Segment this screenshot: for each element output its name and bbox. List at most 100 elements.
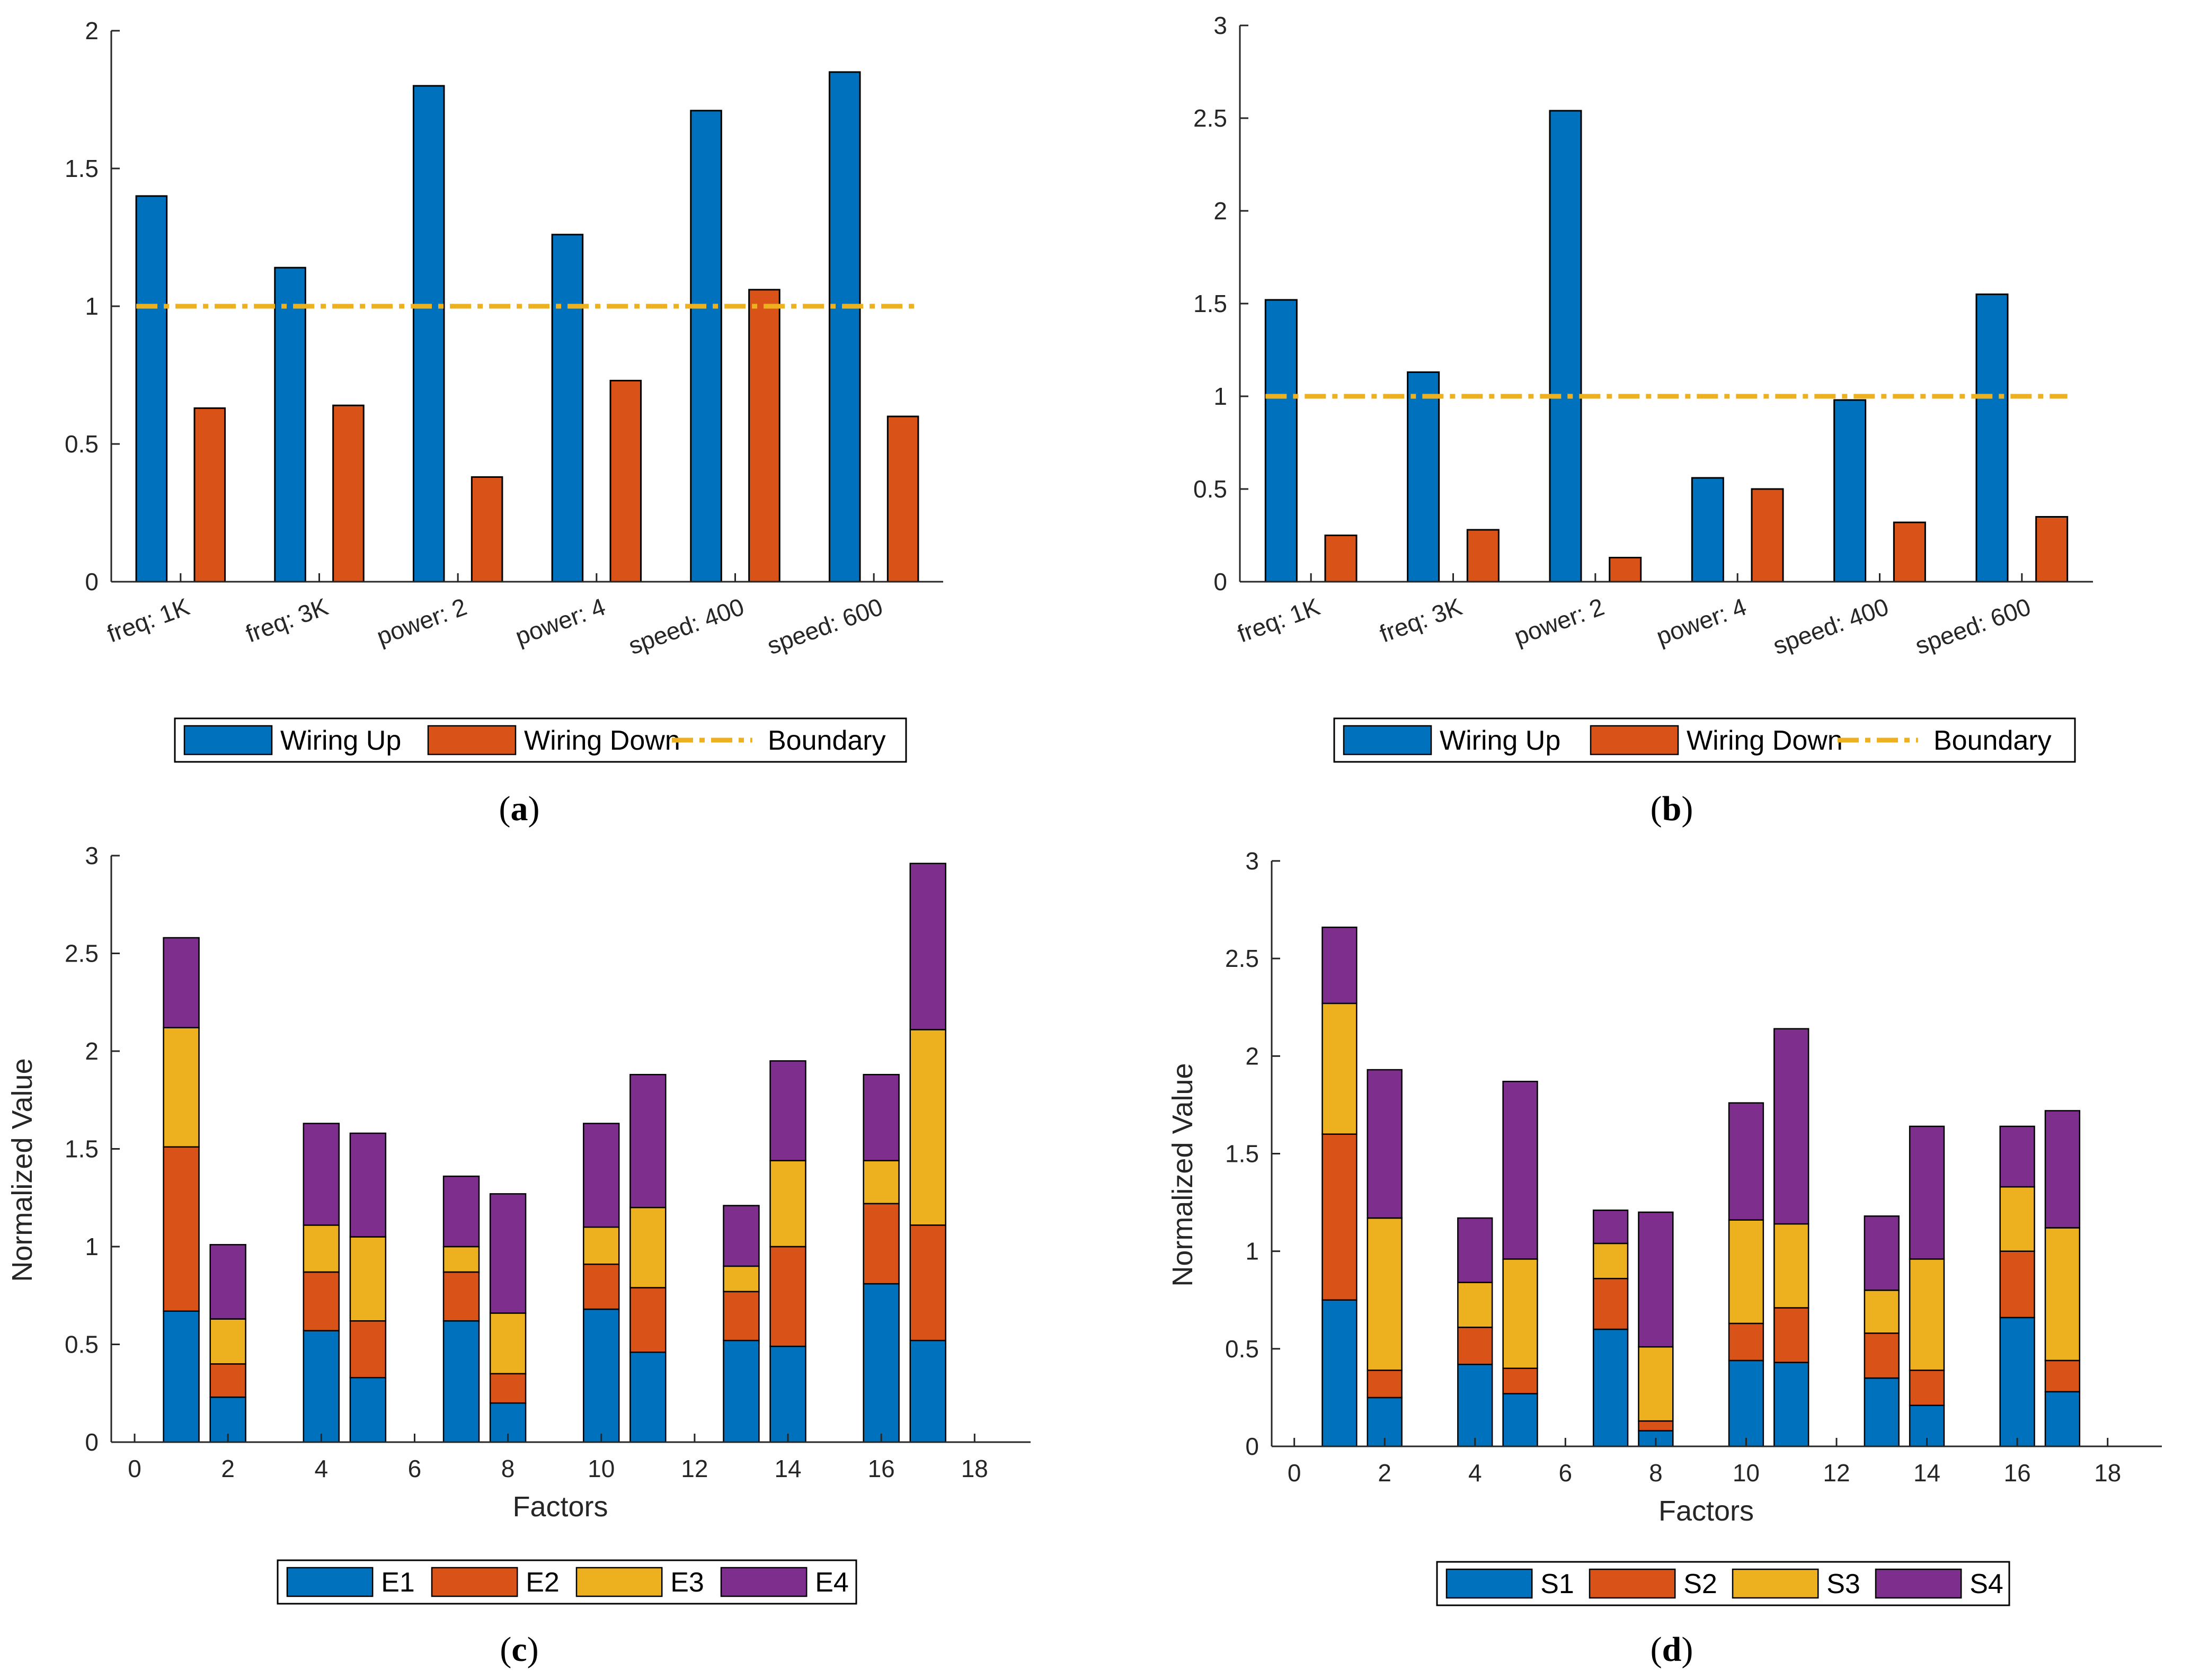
bar-segment-e1-16 — [863, 1283, 900, 1443]
y-axis-title: Normalized Value — [1167, 1063, 1199, 1286]
x-tick-label: freq: 3K — [1376, 592, 1466, 647]
bar-segment-e1-5 — [349, 1376, 387, 1443]
y-tick-label: 1 — [85, 1233, 99, 1260]
x-tick-label: power: 4 — [1653, 593, 1750, 651]
y-tick-label: 1.5 — [1225, 1140, 1259, 1168]
bar-segment-s4-13 — [1864, 1215, 1900, 1291]
bar-segment-e2-17 — [909, 1224, 946, 1341]
legend-swatch-e4 — [720, 1567, 808, 1597]
x-tick-label: speed: 600 — [764, 593, 886, 660]
bar-segment-s1-17 — [2044, 1391, 2081, 1447]
bar-segment-s3-14 — [1909, 1258, 1945, 1371]
caption-paren: ( — [500, 1630, 511, 1669]
legend: Wiring Up Wiring Down Boundary — [174, 717, 907, 763]
bar-wiring-down-4 — [609, 379, 642, 583]
y-tick-label: 1.5 — [1193, 290, 1227, 317]
legend-swatch-s4 — [1875, 1568, 1962, 1599]
bar-wiring-down-2 — [1466, 529, 1500, 583]
x-axis-title: Factors — [512, 1491, 608, 1523]
bar-segment-s2-5 — [1502, 1367, 1538, 1394]
x-tick-label: speed: 400 — [1769, 593, 1892, 660]
y-tick-label: 0 — [1213, 568, 1227, 595]
bar-segment-e4-5 — [349, 1132, 387, 1238]
caption-letter: a — [511, 789, 528, 828]
bar-segment-e1-7 — [442, 1320, 480, 1443]
bar-segment-e2-2 — [209, 1363, 246, 1398]
legend-swatch-wiring-down — [427, 725, 517, 755]
panel-d: 0 0.5 1 1.5 2 2.5 3 0 2 4 6 8 10 12 14 16 18 Factors Norma… — [1167, 847, 2162, 1669]
bar-wiring-up-5 — [1833, 399, 1867, 583]
bar-segment-s2-11 — [1773, 1307, 1809, 1363]
bar-segment-e3-11 — [629, 1206, 667, 1288]
bar-segment-s4-8 — [1638, 1211, 1674, 1348]
bar-segment-s2-16 — [1999, 1250, 2035, 1319]
x-tick-label: 8 — [501, 1455, 515, 1482]
bar-segment-e4-11 — [629, 1074, 667, 1208]
bar-segment-s3-13 — [1864, 1290, 1900, 1334]
y-tick-label: 0.5 — [1193, 475, 1227, 503]
bar-segment-s2-2 — [1367, 1370, 1403, 1399]
legend-box — [174, 717, 907, 763]
x-tick-label: 14 — [774, 1455, 801, 1482]
bar-segment-s4-17 — [2044, 1110, 2081, 1229]
y-tick-label: 0.5 — [65, 1331, 99, 1358]
y-tick-label: 0 — [1245, 1433, 1259, 1460]
bar-segment-s1-13 — [1864, 1377, 1900, 1447]
bar-segment-e2-14 — [769, 1246, 806, 1347]
caption-paren: ( — [1651, 1630, 1662, 1669]
panel-caption: (a) — [499, 789, 540, 828]
legend-label: Boundary — [1933, 725, 2052, 756]
bar-wiring-up-4 — [1691, 477, 1724, 583]
bar-segment-s4-14 — [1909, 1125, 1945, 1260]
bar-wiring-up-2 — [274, 266, 306, 583]
bar-wiring-down-6 — [886, 415, 919, 583]
legend-label: E2 — [526, 1567, 560, 1598]
bar-segment-s1-4 — [1457, 1364, 1493, 1447]
caption-letter: b — [1662, 789, 1682, 828]
x-tick-label: 4 — [1468, 1459, 1482, 1487]
bar-segment-s4-1 — [1321, 926, 1358, 1005]
bar-segment-s2-8 — [1638, 1420, 1674, 1432]
bar-segment-e3-7 — [442, 1246, 480, 1273]
x-tick-label: 8 — [1649, 1459, 1663, 1487]
bar-segment-e3-17 — [909, 1029, 946, 1226]
x-tick-label: power: 2 — [373, 593, 471, 651]
y-tick-label: 3 — [85, 842, 99, 869]
caption-paren: ) — [1681, 1630, 1693, 1669]
bar-segment-s3-16 — [1999, 1186, 2035, 1252]
y-tick-label: 0 — [85, 1428, 99, 1456]
legend-label: S3 — [1826, 1569, 1860, 1599]
x-tick-label: 4 — [315, 1455, 329, 1482]
bar-segment-e3-4 — [303, 1224, 340, 1273]
bar-wiring-up-4 — [551, 234, 584, 583]
bar-segment-s3-2 — [1367, 1217, 1403, 1371]
bar-wiring-up-3 — [1549, 110, 1582, 583]
x-tick-label: 0 — [128, 1455, 141, 1482]
caption-paren: ( — [1651, 789, 1662, 828]
caption-letter: c — [511, 1630, 527, 1669]
bar-segment-s4-2 — [1367, 1069, 1403, 1219]
bar-segment-e3-8 — [489, 1312, 527, 1375]
x-tick-label: 2 — [221, 1455, 235, 1482]
bar-segment-e2-1 — [163, 1146, 200, 1312]
bar-wiring-up-1 — [135, 195, 168, 583]
bar-segment-s3-5 — [1502, 1258, 1538, 1369]
bar-segment-e1-13 — [723, 1339, 760, 1443]
legend: E1 E2 E3 E4 — [277, 1559, 857, 1605]
bar-segment-e1-1 — [163, 1310, 200, 1443]
y-tick-label: 2.5 — [1193, 104, 1227, 132]
legend: S1 S2 S3 S4 — [1436, 1561, 2010, 1606]
bar-segment-e3-1 — [163, 1027, 200, 1148]
bar-segment-s2-1 — [1321, 1133, 1358, 1301]
bar-segment-e3-5 — [349, 1236, 387, 1322]
bar-segment-e3-13 — [723, 1265, 760, 1293]
bar-segment-e1-11 — [629, 1352, 667, 1443]
bar-segment-e2-4 — [303, 1271, 340, 1331]
legend-swatch-s3 — [1732, 1568, 1819, 1599]
bar-segment-s3-4 — [1457, 1282, 1493, 1328]
bar-segment-s2-17 — [2044, 1359, 2081, 1393]
y-tick-label: 1.5 — [65, 155, 99, 182]
y-tick-label: 0 — [85, 568, 99, 595]
x-tick-label: freq: 1K — [103, 592, 193, 647]
y-tick-label: 0.5 — [1225, 1335, 1259, 1363]
